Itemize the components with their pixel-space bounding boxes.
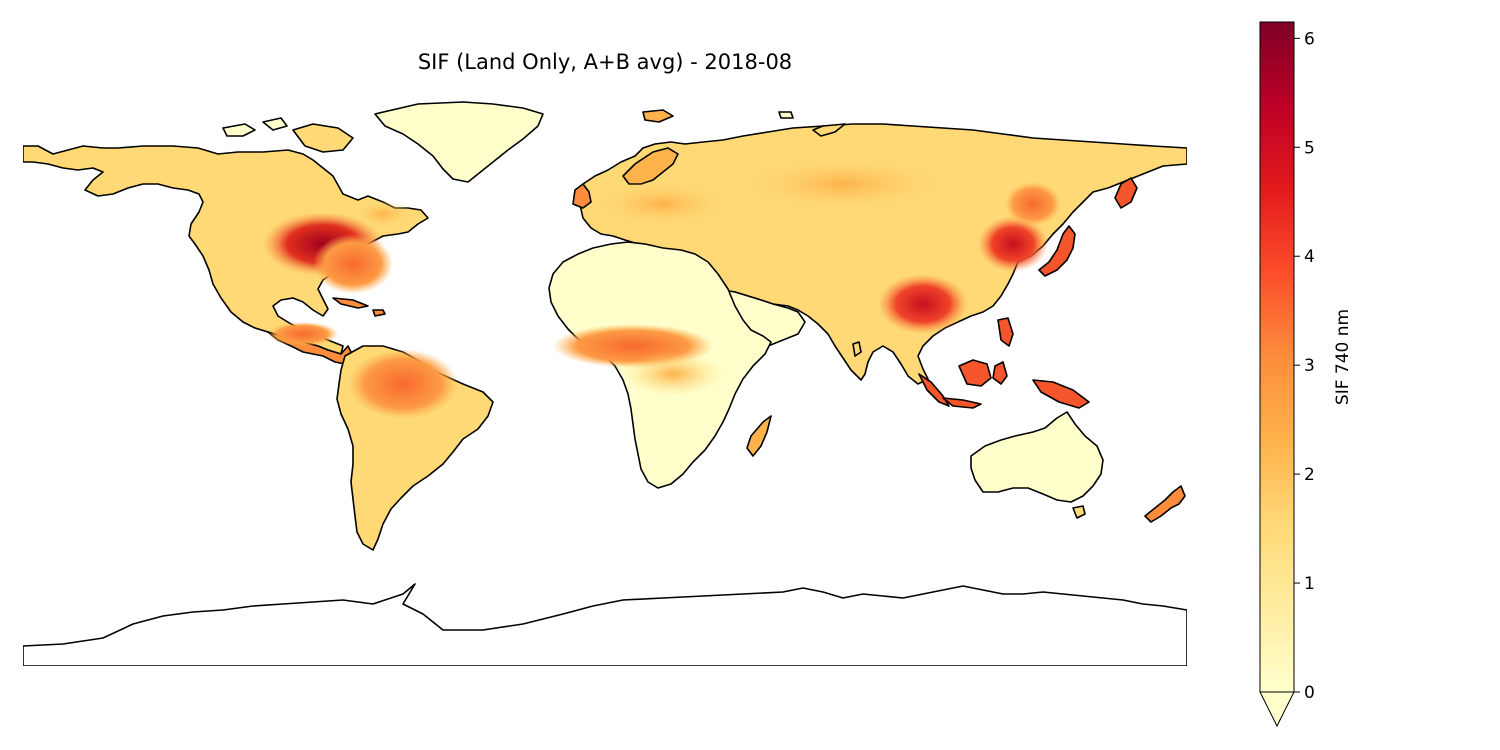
colorbar-tick-label: 2 [1304,465,1315,485]
kamchatka [1114,177,1138,209]
hispaniola [372,309,386,317]
map-title: SIF (Land Only, A+B avg) - 2018-08 [417,50,793,74]
australia [970,411,1104,503]
uk [572,183,592,209]
madagascar [746,415,772,457]
colorbar-ticks: 0 1 2 3 4 5 6 [1294,29,1315,703]
cuba [332,297,369,309]
japan [1038,225,1076,277]
sri-lanka [852,341,862,357]
hotspot-s-asia [878,274,968,334]
arctic-isle-1 [222,123,256,137]
colorbar-tick-label: 4 [1304,247,1315,267]
colorbar-tick-label: 1 [1304,574,1315,594]
colorbar: 0 1 2 3 4 5 6 SIF 740 nm [1259,21,1353,728]
iceland [642,109,674,123]
sif-map [23,84,1187,666]
colorbar-extend-min [1259,691,1295,728]
borneo [958,359,992,387]
antarctica [23,583,1187,666]
arctic-isle-2 [262,117,288,131]
hotspot-europe [593,180,733,228]
hotspot-us-east [313,234,393,294]
hotspot-congo [623,352,723,396]
new-guinea [1032,379,1090,409]
sumatra [918,373,950,407]
colorbar-tick-label: 0 [1304,683,1315,703]
hotspot-amazon [348,349,458,419]
baffin [292,123,354,153]
hotspot-manchuria [1005,182,1061,226]
colorbar-gradient [1259,21,1295,693]
north-america [23,145,429,355]
svalbard [778,111,794,119]
colorbar-tick-label: 3 [1304,356,1315,376]
colorbar-tick-label: 5 [1304,138,1315,158]
colorbar-tick-label: 6 [1304,29,1315,49]
greenland [374,101,544,183]
hotspot-russia [733,156,953,212]
hotspot-canada-east [353,200,413,228]
sulawesi [992,361,1008,385]
new-zealand [1144,485,1186,523]
hotspot-mexico [268,322,338,346]
novaya-zemlya [812,123,846,137]
java [942,397,982,409]
colorbar-label: SIF 740 nm [1333,309,1353,405]
tasmania [1072,505,1086,519]
philippines [997,317,1014,347]
sif-hotspots [263,156,1061,419]
hotspot-china [978,216,1048,272]
